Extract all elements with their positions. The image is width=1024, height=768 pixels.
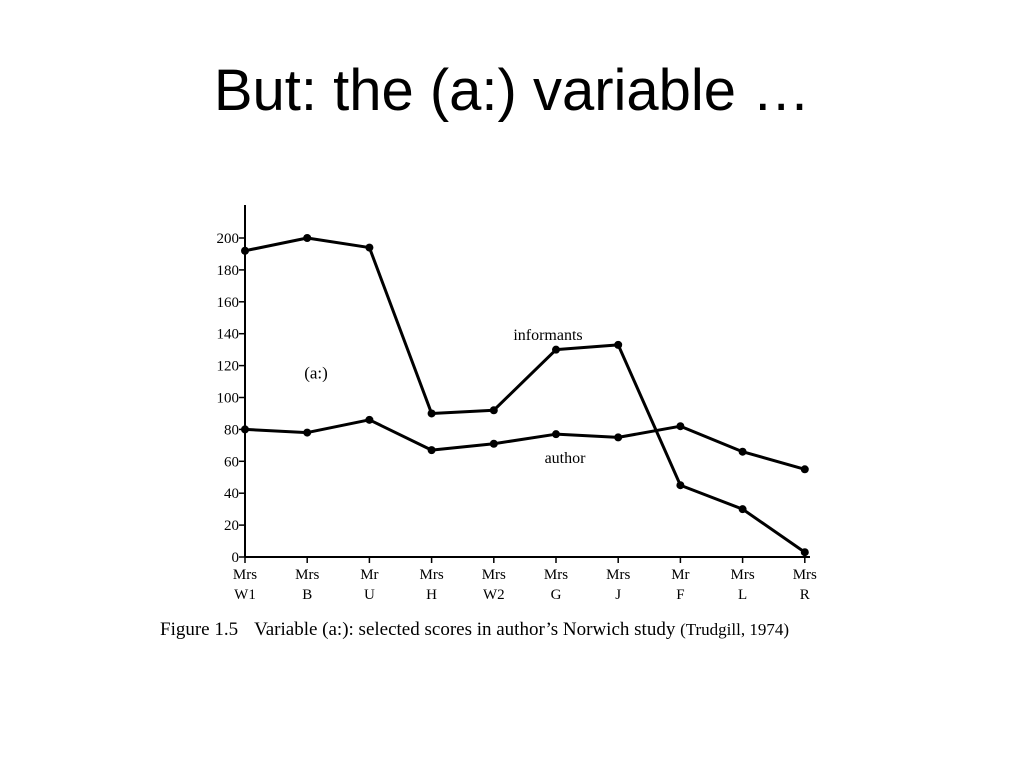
y-tick-label: 180 (217, 263, 240, 279)
chart-axes (244, 205, 810, 558)
data-point-informants (489, 406, 498, 415)
data-point-informants (365, 243, 374, 252)
data-point-author (365, 415, 374, 424)
data-point-author (800, 465, 809, 474)
x-tick-label-title: Mr (671, 567, 689, 583)
data-point-author (489, 439, 498, 448)
y-axis-ticks: 0 20 40 60 80 100 120 140 160 180 200 (217, 231, 245, 566)
series-line-informants (244, 236, 806, 554)
x-tick-label-title: Mrs (731, 567, 755, 583)
chart-series (241, 234, 809, 557)
data-point-author (241, 425, 249, 434)
caption-citation: (Trudgill, 1974) (680, 620, 790, 639)
y-tick-label: 200 (217, 231, 240, 247)
x-axis-ticks: Mrs W1 Mrs B Mr U Mrs H Mrs W2 Mrs G Mrs J Mr F Mrs L Mrs R (233, 557, 817, 603)
data-point-informants (427, 409, 436, 418)
y-tick-label: 160 (217, 295, 240, 311)
x-tick-label-title: Mrs (295, 567, 319, 583)
data-point-informants (676, 481, 685, 490)
x-tick-label-name: W1 (234, 587, 256, 603)
data-point-informants (241, 246, 249, 255)
data-point-informants (738, 505, 747, 514)
caption-label: Figure 1.5 (160, 619, 239, 640)
x-tick-label-title: Mrs (544, 567, 568, 583)
y-tick-label: 140 (217, 327, 240, 343)
x-tick-label-name: H (426, 587, 437, 603)
data-point-informants (800, 548, 809, 557)
data-point-author (614, 433, 623, 442)
chart-labels: informants author (a:) (304, 327, 586, 467)
x-tick-label-title: Mrs (606, 567, 630, 583)
x-tick-label-title: Mrs (420, 567, 444, 583)
data-point-author (738, 447, 747, 456)
y-tick-label: 20 (224, 518, 239, 534)
data-point-author (552, 430, 560, 439)
data-point-informants (614, 340, 623, 349)
series-line-author (244, 418, 806, 471)
y-tick-label: 100 (217, 391, 240, 407)
x-tick-label-title: Mrs (793, 567, 817, 583)
x-tick-label-name: L (738, 587, 747, 603)
series-label-author: author (545, 450, 587, 467)
caption-text: Variable (a:): selected scores in author… (254, 619, 676, 640)
y-tick-label: 40 (224, 486, 239, 502)
chart-annotation: (a:) (304, 363, 328, 382)
data-point-informants (552, 345, 560, 354)
x-tick-label-title: Mrs (482, 567, 506, 583)
x-tick-label-name: U (364, 587, 375, 603)
figure-caption: Figure 1.5 Variable (a:): selected scores… (160, 618, 900, 642)
x-tick-label-title: Mrs (233, 567, 257, 583)
y-tick-label: 60 (224, 454, 239, 470)
data-point-author (303, 428, 312, 437)
data-point-author (676, 422, 685, 431)
data-point-author (427, 446, 436, 455)
y-tick-label: 0 (232, 550, 240, 566)
series-label-informants: informants (513, 327, 582, 344)
y-tick-label: 80 (224, 422, 239, 438)
x-tick-label-name: J (615, 587, 621, 603)
x-tick-label-name: R (800, 587, 810, 603)
data-point-informants (303, 234, 312, 242)
y-tick-label: 120 (217, 359, 240, 375)
x-tick-label-name: B (302, 587, 312, 603)
x-tick-label-title: Mr (360, 567, 378, 583)
x-tick-label-name: W2 (483, 587, 505, 603)
x-tick-label-name: G (551, 587, 562, 603)
slide-title: But: the (a:) variable … (213, 58, 811, 123)
x-tick-label-name: F (676, 587, 684, 603)
